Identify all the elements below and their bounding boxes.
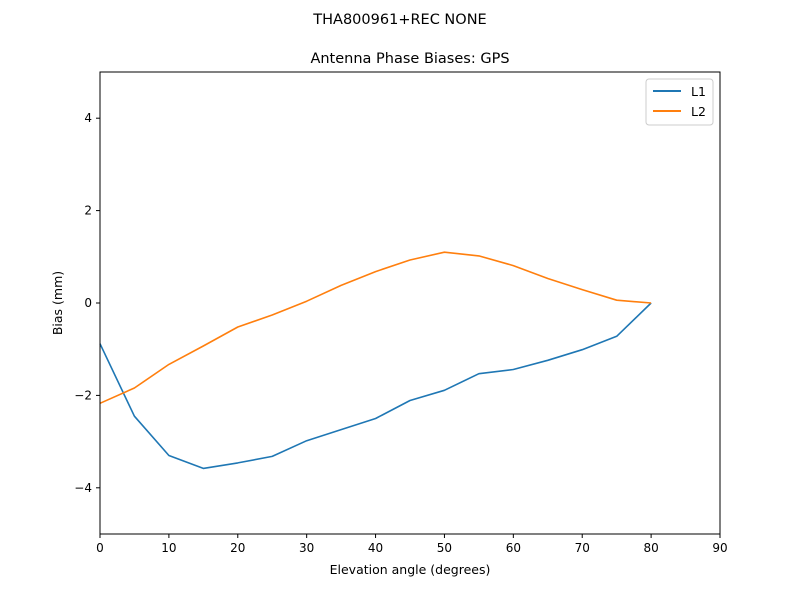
legend-label-l2: L2 — [691, 104, 706, 119]
x-tick-label: 20 — [230, 541, 245, 555]
chart-title: Antenna Phase Biases: GPS — [310, 51, 509, 67]
series-line-l1 — [99, 302, 652, 470]
series-lines — [99, 251, 652, 470]
y-tick-label: 2 — [84, 204, 92, 218]
figure-suptitle: THA800961+REC NONE — [312, 12, 486, 28]
x-tick-label: 80 — [643, 541, 658, 555]
legend: L1 L2 — [645, 78, 714, 126]
x-tick-label: 60 — [506, 541, 521, 555]
axis-ticks: 0 10 20 30 40 50 60 70 80 90 −4 −2 0 2 4 — [74, 111, 727, 555]
x-tick-label: 40 — [368, 541, 383, 555]
x-tick-label: 0 — [96, 541, 104, 555]
series-line-l2 — [99, 251, 652, 405]
y-tick-label: −4 — [74, 481, 92, 495]
y-tick-label: 0 — [84, 296, 92, 310]
y-tick-label: −2 — [74, 388, 92, 402]
x-tick-label: 70 — [575, 541, 590, 555]
legend-label-l1: L1 — [691, 84, 706, 99]
y-axis-label: Bias (mm) — [50, 271, 65, 335]
y-tick-label: 4 — [84, 111, 92, 125]
plot-frame — [99, 71, 721, 535]
x-axis-label: Elevation angle (degrees) — [330, 562, 491, 577]
x-tick-label: 10 — [161, 541, 176, 555]
x-tick-label: 30 — [299, 541, 314, 555]
x-tick-label: 50 — [437, 541, 452, 555]
x-tick-label: 90 — [712, 541, 727, 555]
